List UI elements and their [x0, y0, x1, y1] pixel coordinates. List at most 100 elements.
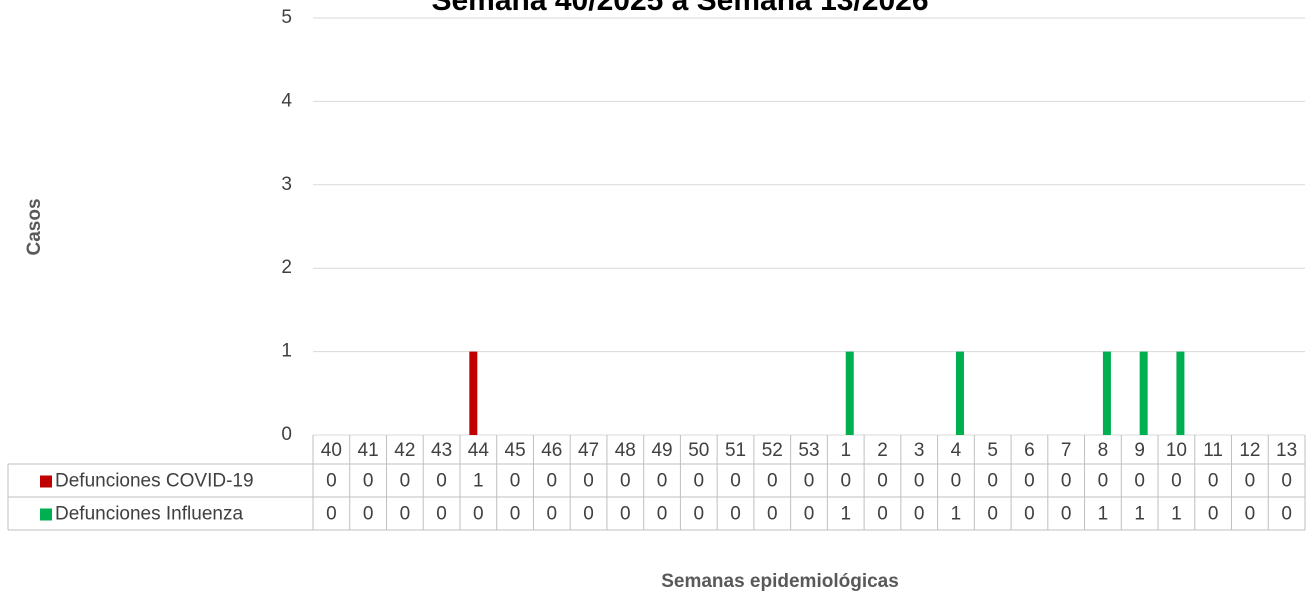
x-tick-label: 10 — [1166, 440, 1187, 461]
table-value: 0 — [877, 471, 888, 492]
bar — [1139, 351, 1148, 435]
x-tick-label: 44 — [468, 440, 490, 461]
table-value: 0 — [1134, 471, 1145, 492]
legend-label: Defunciones COVID-19 — [55, 471, 254, 492]
table-value: 0 — [510, 471, 521, 492]
table-value: 0 — [547, 504, 558, 525]
x-tick-label: 52 — [762, 440, 783, 461]
table-value: 0 — [620, 504, 631, 525]
table-value: 0 — [1281, 504, 1292, 525]
table-value: 0 — [840, 471, 851, 492]
x-tick-label: 13 — [1276, 440, 1297, 461]
table-value: 1 — [840, 504, 851, 525]
table-value: 0 — [1024, 504, 1035, 525]
x-tick-label: 7 — [1061, 440, 1072, 461]
table-value: 0 — [400, 471, 411, 492]
table-value: 0 — [1208, 471, 1219, 492]
table-value: 0 — [547, 471, 558, 492]
y-tick-label: 3 — [281, 174, 292, 195]
table-value: 0 — [1098, 471, 1109, 492]
x-tick-label: 46 — [541, 440, 562, 461]
x-tick-label: 42 — [394, 440, 415, 461]
bar — [469, 351, 478, 435]
bar — [845, 351, 854, 435]
table-value: 0 — [1024, 471, 1035, 492]
bar — [1102, 351, 1111, 435]
table-value: 0 — [804, 504, 815, 525]
table-value: 0 — [804, 471, 815, 492]
table-value: 0 — [1171, 471, 1182, 492]
table-value: 0 — [436, 471, 447, 492]
legend-swatch — [40, 508, 52, 521]
bar — [955, 351, 964, 435]
table-value: 0 — [1208, 504, 1219, 525]
x-tick-label: 47 — [578, 440, 599, 461]
x-tick-label: 51 — [725, 440, 746, 461]
y-tick-label: 5 — [281, 7, 292, 28]
table-value: 1 — [473, 471, 484, 492]
table-value: 0 — [363, 504, 374, 525]
x-axis-title: Semanas epidemiológicas — [661, 571, 899, 592]
table-value: 0 — [767, 504, 778, 525]
legend-swatch — [40, 475, 52, 488]
table-value: 1 — [1171, 504, 1182, 525]
table-value: 0 — [620, 471, 631, 492]
chart-title: Semana 40/2025 a Semana 13/2026 — [431, 0, 928, 17]
table-value: 0 — [1281, 471, 1292, 492]
x-tick-label: 11 — [1203, 440, 1223, 461]
y-tick-label: 0 — [281, 424, 292, 445]
table-value: 0 — [510, 504, 521, 525]
y-tick-label: 1 — [281, 341, 292, 362]
x-tick-label: 2 — [877, 440, 888, 461]
y-tick-label: 4 — [281, 90, 292, 111]
x-tick-label: 6 — [1024, 440, 1035, 461]
x-tick-label: 53 — [798, 440, 819, 461]
table-value: 0 — [730, 504, 741, 525]
table-value: 0 — [363, 471, 374, 492]
table-value: 0 — [730, 471, 741, 492]
table-value: 1 — [1098, 504, 1109, 525]
table-value: 0 — [436, 504, 447, 525]
table-value: 0 — [1061, 471, 1072, 492]
legend-label: Defunciones Influenza — [55, 504, 243, 525]
table-value: 0 — [326, 504, 337, 525]
bar — [1176, 351, 1185, 435]
table-value: 0 — [693, 471, 704, 492]
table-value: 0 — [951, 471, 962, 492]
table-value: 1 — [951, 504, 962, 525]
y-axis-title: Casos — [24, 198, 45, 255]
y-tick-label: 2 — [281, 257, 292, 278]
x-tick-label: 9 — [1134, 440, 1145, 461]
x-tick-label: 41 — [358, 440, 379, 461]
x-tick-label: 8 — [1098, 440, 1109, 461]
x-tick-label: 1 — [840, 440, 851, 461]
x-tick-label: 3 — [914, 440, 925, 461]
table-value: 0 — [473, 504, 484, 525]
x-tick-label: 40 — [321, 440, 342, 461]
x-tick-label: 12 — [1239, 440, 1260, 461]
table-value: 0 — [583, 504, 594, 525]
table-value: 0 — [326, 471, 337, 492]
table-value: 0 — [657, 471, 668, 492]
table-value: 0 — [987, 471, 998, 492]
table-value: 0 — [914, 471, 925, 492]
table-value: 1 — [1134, 504, 1145, 525]
table-value: 0 — [583, 471, 594, 492]
table-value: 0 — [987, 504, 998, 525]
table-value: 0 — [1245, 504, 1256, 525]
table-value: 0 — [767, 471, 778, 492]
table-value: 0 — [1245, 471, 1256, 492]
x-tick-label: 50 — [688, 440, 709, 461]
x-tick-label: 43 — [431, 440, 452, 461]
table-value: 0 — [914, 504, 925, 525]
table-value: 0 — [877, 504, 888, 525]
table-value: 0 — [657, 504, 668, 525]
table-value: 0 — [693, 504, 704, 525]
x-tick-label: 4 — [951, 440, 962, 461]
x-tick-label: 5 — [987, 440, 998, 461]
table-value: 0 — [1061, 504, 1072, 525]
x-tick-label: 45 — [505, 440, 526, 461]
table-value: 0 — [400, 504, 411, 525]
